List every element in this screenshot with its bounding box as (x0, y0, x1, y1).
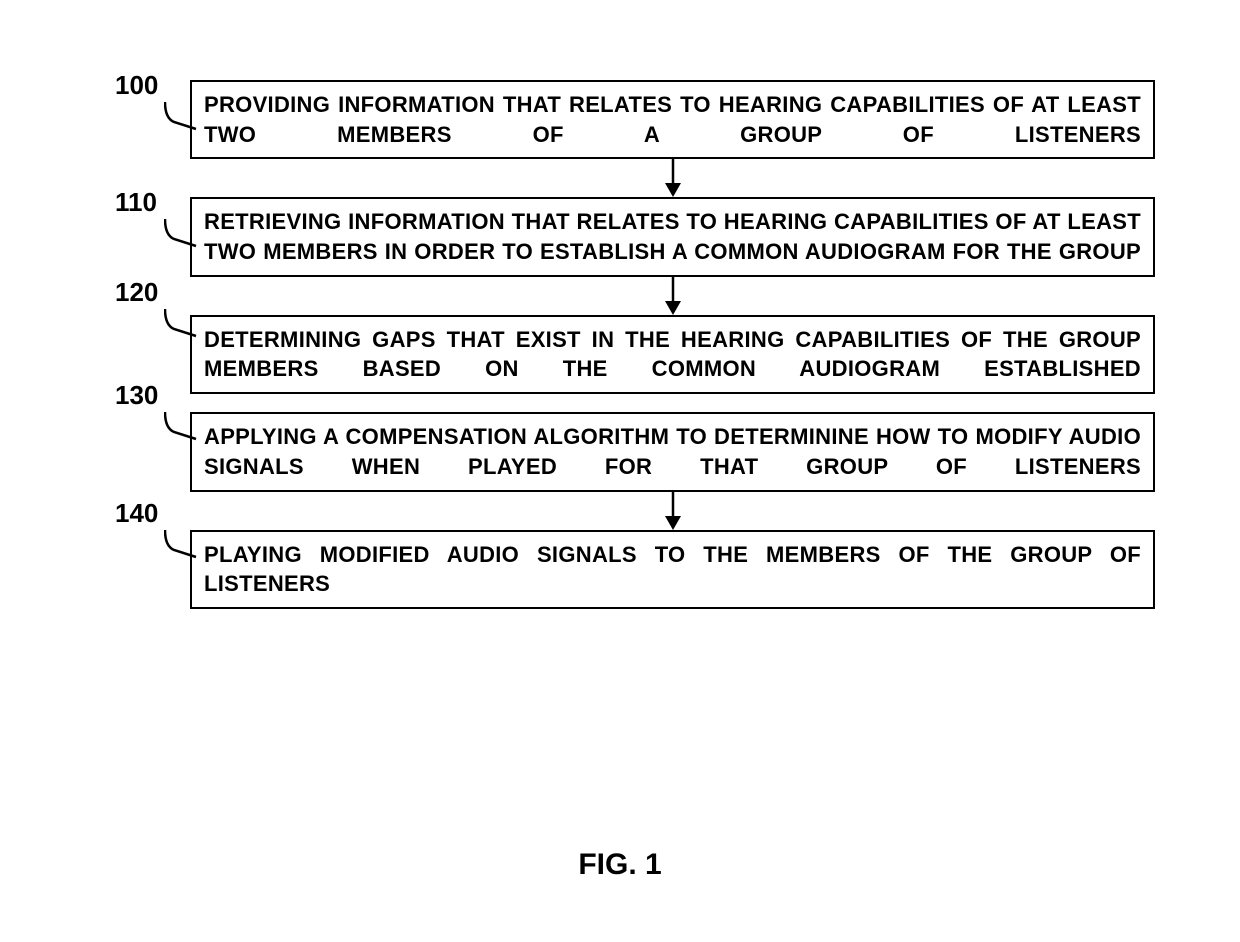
label-connector-icon (164, 412, 198, 442)
arrow-down-icon (661, 492, 685, 530)
label-connector-icon (164, 530, 198, 560)
flow-step-130: 130 APPLYING A COMPENSATION ALGORITHM TO… (115, 412, 1165, 491)
step-label-110: 110 (115, 187, 157, 218)
label-connector-icon (164, 219, 198, 249)
flow-step-100: 100 PROVIDING INFORMATION THAT RELATES T… (115, 80, 1165, 159)
flow-step-140: 140 PLAYING MODIFIED AUDIO SIGNALS TO TH… (115, 530, 1165, 609)
flow-arrow (190, 159, 1155, 197)
step-label-120: 120 (115, 277, 158, 308)
step-box-140: PLAYING MODIFIED AUDIO SIGNALS TO THE ME… (190, 530, 1155, 609)
flow-step-120: 120 DETERMINING GAPS THAT EXIST IN THE H… (115, 315, 1165, 394)
arrow-down-icon (661, 277, 685, 315)
flow-arrow (190, 492, 1155, 530)
flowchart-container: 100 PROVIDING INFORMATION THAT RELATES T… (115, 80, 1165, 609)
step-box-110: RETRIEVING INFORMATION THAT RELATES TO H… (190, 197, 1155, 276)
flow-step-110: 110 RETRIEVING INFORMATION THAT RELATES … (115, 197, 1165, 276)
label-connector-icon (164, 102, 198, 132)
step-label-140: 140 (115, 498, 158, 529)
figure-label: FIG. 1 (578, 848, 661, 882)
step-box-130: APPLYING A COMPENSATION ALGORITHM TO DET… (190, 412, 1155, 491)
flow-arrow (190, 277, 1155, 315)
step-box-120: DETERMINING GAPS THAT EXIST IN THE HEARI… (190, 315, 1155, 394)
label-connector-icon (164, 309, 198, 339)
step-box-100: PROVIDING INFORMATION THAT RELATES TO HE… (190, 80, 1155, 159)
step-label-130: 130 (115, 380, 158, 411)
flow-spacer (115, 394, 1165, 412)
step-label-100: 100 (115, 70, 158, 101)
arrow-down-icon (661, 159, 685, 197)
